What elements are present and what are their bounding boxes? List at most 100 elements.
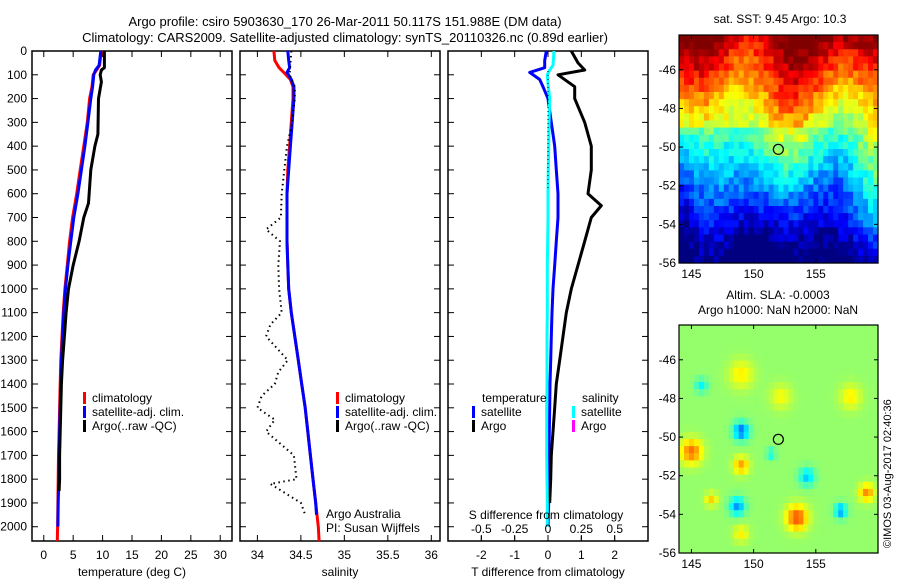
- heatmap-cell: [788, 248, 795, 257]
- heatmap-cell: [818, 42, 824, 50]
- heatmap-cell: [788, 241, 795, 250]
- heatmap-cell: [793, 220, 799, 228]
- heatmap-cell: [853, 255, 859, 264]
- heatmap-cell: [813, 248, 819, 257]
- heatmap-cell: [738, 510, 745, 518]
- heatmap-cell: [848, 42, 854, 50]
- heatmap-cell: [853, 77, 859, 86]
- heatmap-cell: [873, 410, 879, 419]
- heatmap-cell: [723, 431, 730, 440]
- heatmap-cell: [778, 374, 785, 383]
- heatmap-cell: [763, 382, 770, 390]
- heatmap-cell: [808, 206, 814, 214]
- heatmap-cell: [773, 389, 780, 397]
- heatmap-cell: [858, 213, 864, 221]
- heatmap-cell: [748, 517, 755, 526]
- heatmap-cell: [873, 545, 879, 554]
- heatmap-cell: [798, 481, 804, 490]
- heatmap-cell: [763, 234, 770, 243]
- heatmap-cell: [783, 248, 790, 257]
- heatmap-cell: [679, 156, 685, 164]
- heatmap-cell: [753, 42, 760, 50]
- heatmap-cell: [793, 177, 799, 186]
- heatmap-cell: [723, 191, 730, 200]
- heatmap-cell: [723, 84, 730, 93]
- heatmap-cell: [768, 248, 775, 257]
- heatmap-cell: [679, 353, 685, 362]
- heatmap-cell: [753, 367, 760, 376]
- heatmap-cell: [828, 184, 834, 193]
- heatmap-cell: [763, 389, 770, 397]
- heatmap-cell: [838, 206, 844, 214]
- heatmap-cell: [778, 63, 785, 72]
- heatmap-cell: [823, 524, 829, 533]
- heatmap-cell: [708, 149, 715, 157]
- heatmap-cell: [683, 134, 690, 143]
- heatmap-cell: [843, 120, 849, 129]
- heatmap-cell: [733, 424, 740, 433]
- heatmap-cell: [679, 127, 685, 136]
- heatmap-cell: [738, 77, 745, 86]
- heatmap-cell: [863, 374, 869, 383]
- heatmap-cell: [733, 538, 740, 547]
- heatmap-cell: [873, 149, 879, 157]
- heatmap-cell: [753, 92, 760, 100]
- heatmap-cell: [728, 325, 735, 333]
- heatmap-cell: [858, 339, 864, 347]
- heatmap-cell: [733, 374, 740, 383]
- heatmap-cell: [868, 389, 874, 397]
- heatmap-cell: [688, 156, 695, 164]
- heatmap-cell: [863, 92, 869, 100]
- heatmap-cell: [753, 460, 760, 469]
- heatmap-cell: [838, 410, 844, 419]
- heatmap-cell: [783, 234, 790, 243]
- heatmap-cell: [758, 545, 765, 554]
- heatmap-cell: [828, 467, 834, 476]
- heatmap-cell: [783, 360, 790, 369]
- heatmap-cell: [713, 446, 720, 454]
- heatmap-cell: [873, 446, 879, 454]
- heatmap-cell: [813, 63, 819, 72]
- heatmap-cell: [873, 360, 879, 369]
- heatmap-cell: [708, 531, 715, 540]
- heatmap-cell: [728, 42, 735, 50]
- heatmap-cell: [708, 431, 715, 440]
- heatmap-cell: [728, 241, 735, 250]
- heatmap-cell: [823, 42, 829, 50]
- heatmap-cell: [873, 49, 879, 57]
- heatmap-cell: [848, 360, 854, 369]
- heatmap-cell: [758, 367, 765, 376]
- heatmap-cell: [733, 339, 740, 347]
- heatmap-cell: [858, 382, 864, 390]
- heatmap-cell: [758, 92, 765, 100]
- heatmap-cell: [848, 70, 854, 79]
- heatmap-cell: [688, 106, 695, 114]
- heatmap-cell: [843, 220, 849, 228]
- y-tick-label: -50: [659, 140, 677, 154]
- heatmap-cell: [698, 227, 705, 236]
- heatmap-cell: [858, 481, 864, 490]
- heatmap-cell: [838, 488, 844, 497]
- heatmap-cell: [748, 206, 755, 214]
- heatmap-cell: [738, 545, 745, 554]
- heatmap-cell: [838, 106, 844, 114]
- heatmap-cell: [679, 325, 685, 333]
- heatmap-cell: [693, 424, 700, 433]
- heatmap-cell: [853, 382, 859, 390]
- heatmap-cell: [843, 496, 849, 504]
- heatmap-cell: [679, 63, 685, 72]
- heatmap-cell: [703, 524, 710, 533]
- heatmap-cell: [818, 424, 824, 433]
- heatmap-cell: [808, 156, 814, 164]
- heatmap-cell: [778, 531, 785, 540]
- heatmap-cell: [698, 496, 705, 504]
- heatmap-cell: [793, 360, 799, 369]
- heatmap-cell: [748, 360, 755, 369]
- heatmap-cell: [743, 446, 750, 454]
- x-tick-label: 150: [744, 557, 764, 571]
- heatmap-cell: [733, 474, 740, 483]
- heatmap-cell: [679, 496, 685, 504]
- heatmap-cell: [848, 510, 854, 518]
- heatmap-cell: [833, 177, 839, 186]
- heatmap-cell: [838, 417, 844, 426]
